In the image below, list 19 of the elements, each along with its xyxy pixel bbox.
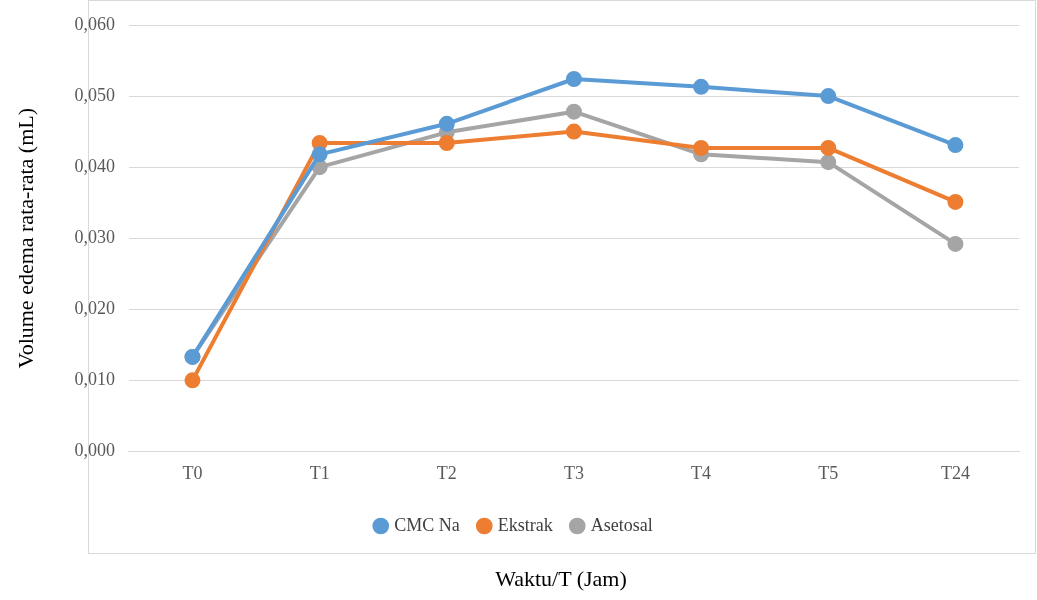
y-tick-label: 0,040 (74, 155, 115, 176)
y-tick-label: 0,050 (74, 84, 115, 105)
x-tick-label: T0 (182, 462, 203, 483)
x-tick-label: T3 (563, 462, 584, 483)
y-axis-title: Volume edema rata-rata (mL) (12, 107, 38, 369)
x-tick-label: T2 (436, 462, 457, 483)
x-axis-title: Waktu/T (Jam) (494, 566, 628, 592)
y-tick-label: 0,020 (74, 298, 115, 318)
x-tick-label: T1 (309, 462, 330, 483)
y-tick-label: 0,010 (74, 369, 115, 390)
y-tick-label: 0,030 (74, 226, 115, 247)
legend-label: CMC Na (394, 514, 460, 535)
x-tick-label: T24 (940, 462, 970, 483)
legend-label: Ekstrak (497, 514, 553, 535)
y-tick-label: 0,000 (74, 440, 115, 461)
x-tick-label: T4 (691, 462, 712, 483)
x-tick-label: T5 (818, 462, 839, 483)
y-tick-label: 0,060 (74, 13, 115, 34)
legend-label: Asetosal (590, 514, 653, 535)
